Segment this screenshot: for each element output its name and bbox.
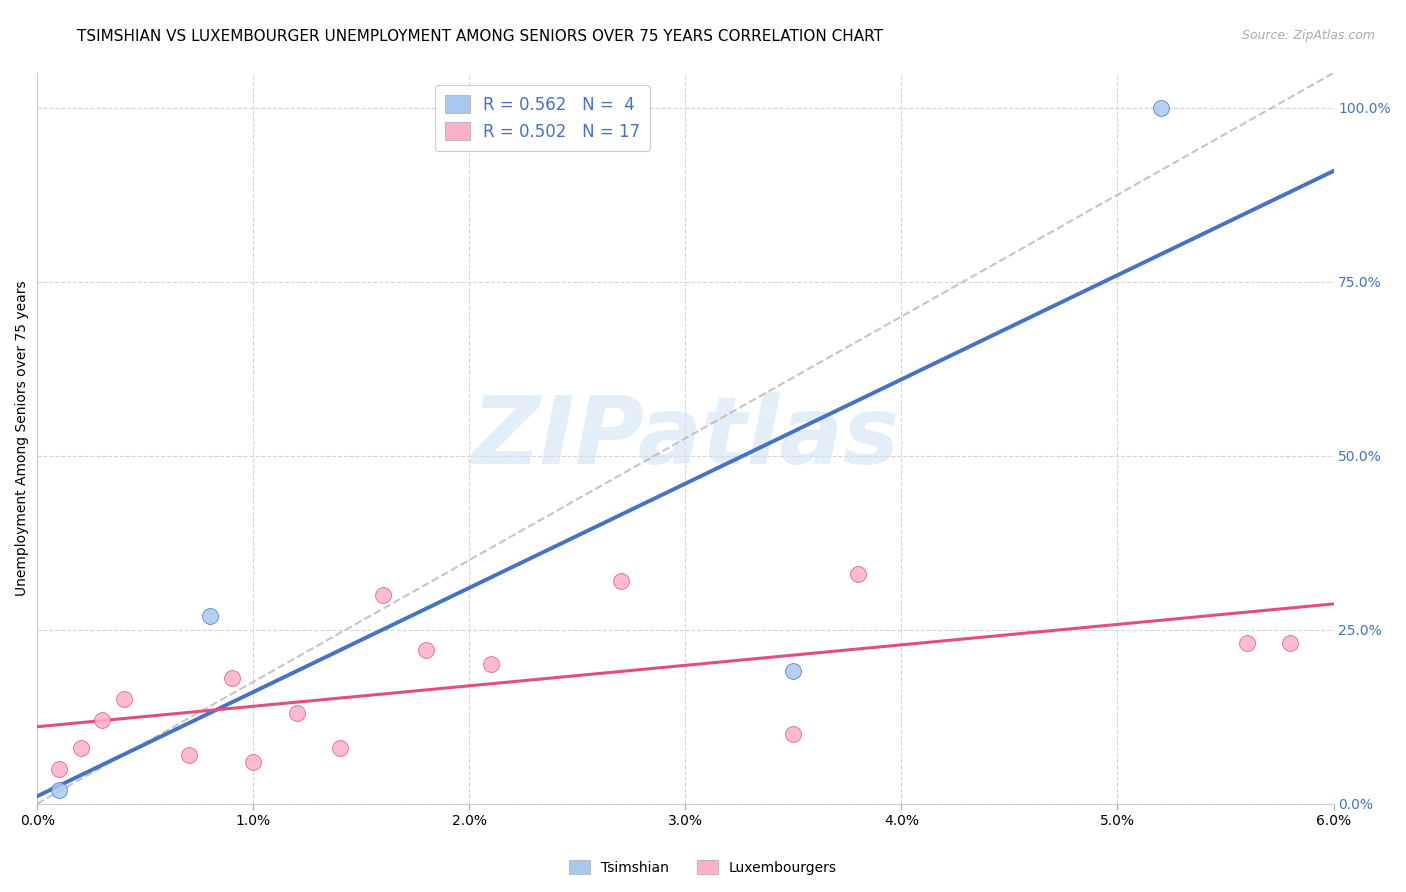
Point: [782, 665, 804, 679]
Point: [48, 782, 70, 797]
Point: [371, 588, 394, 602]
Point: [846, 566, 869, 581]
Point: [91, 713, 114, 727]
Point: [479, 657, 502, 672]
Point: [69, 740, 91, 755]
Point: [198, 608, 221, 623]
Text: Source: ZipAtlas.com: Source: ZipAtlas.com: [1241, 29, 1375, 43]
Point: [782, 727, 804, 741]
Point: [221, 671, 243, 685]
Point: [242, 755, 264, 769]
Point: [1279, 636, 1302, 650]
Point: [177, 747, 200, 762]
Point: [609, 574, 631, 588]
Point: [285, 706, 308, 720]
Point: [48, 762, 70, 776]
Text: TSIMSHIAN VS LUXEMBOURGER UNEMPLOYMENT AMONG SENIORS OVER 75 YEARS CORRELATION C: TSIMSHIAN VS LUXEMBOURGER UNEMPLOYMENT A…: [77, 29, 883, 45]
Y-axis label: Unemployment Among Seniors over 75 years: Unemployment Among Seniors over 75 years: [15, 280, 30, 596]
Point: [1236, 636, 1258, 650]
Point: [1150, 101, 1173, 115]
Legend: R = 0.562   N =  4, R = 0.502   N = 17: R = 0.562 N = 4, R = 0.502 N = 17: [434, 85, 650, 151]
Text: ZIPatlas: ZIPatlas: [471, 392, 900, 484]
Point: [112, 692, 135, 706]
Point: [415, 643, 437, 657]
Point: [329, 740, 352, 755]
Legend: Tsimshian, Luxembourgers: Tsimshian, Luxembourgers: [564, 855, 842, 880]
